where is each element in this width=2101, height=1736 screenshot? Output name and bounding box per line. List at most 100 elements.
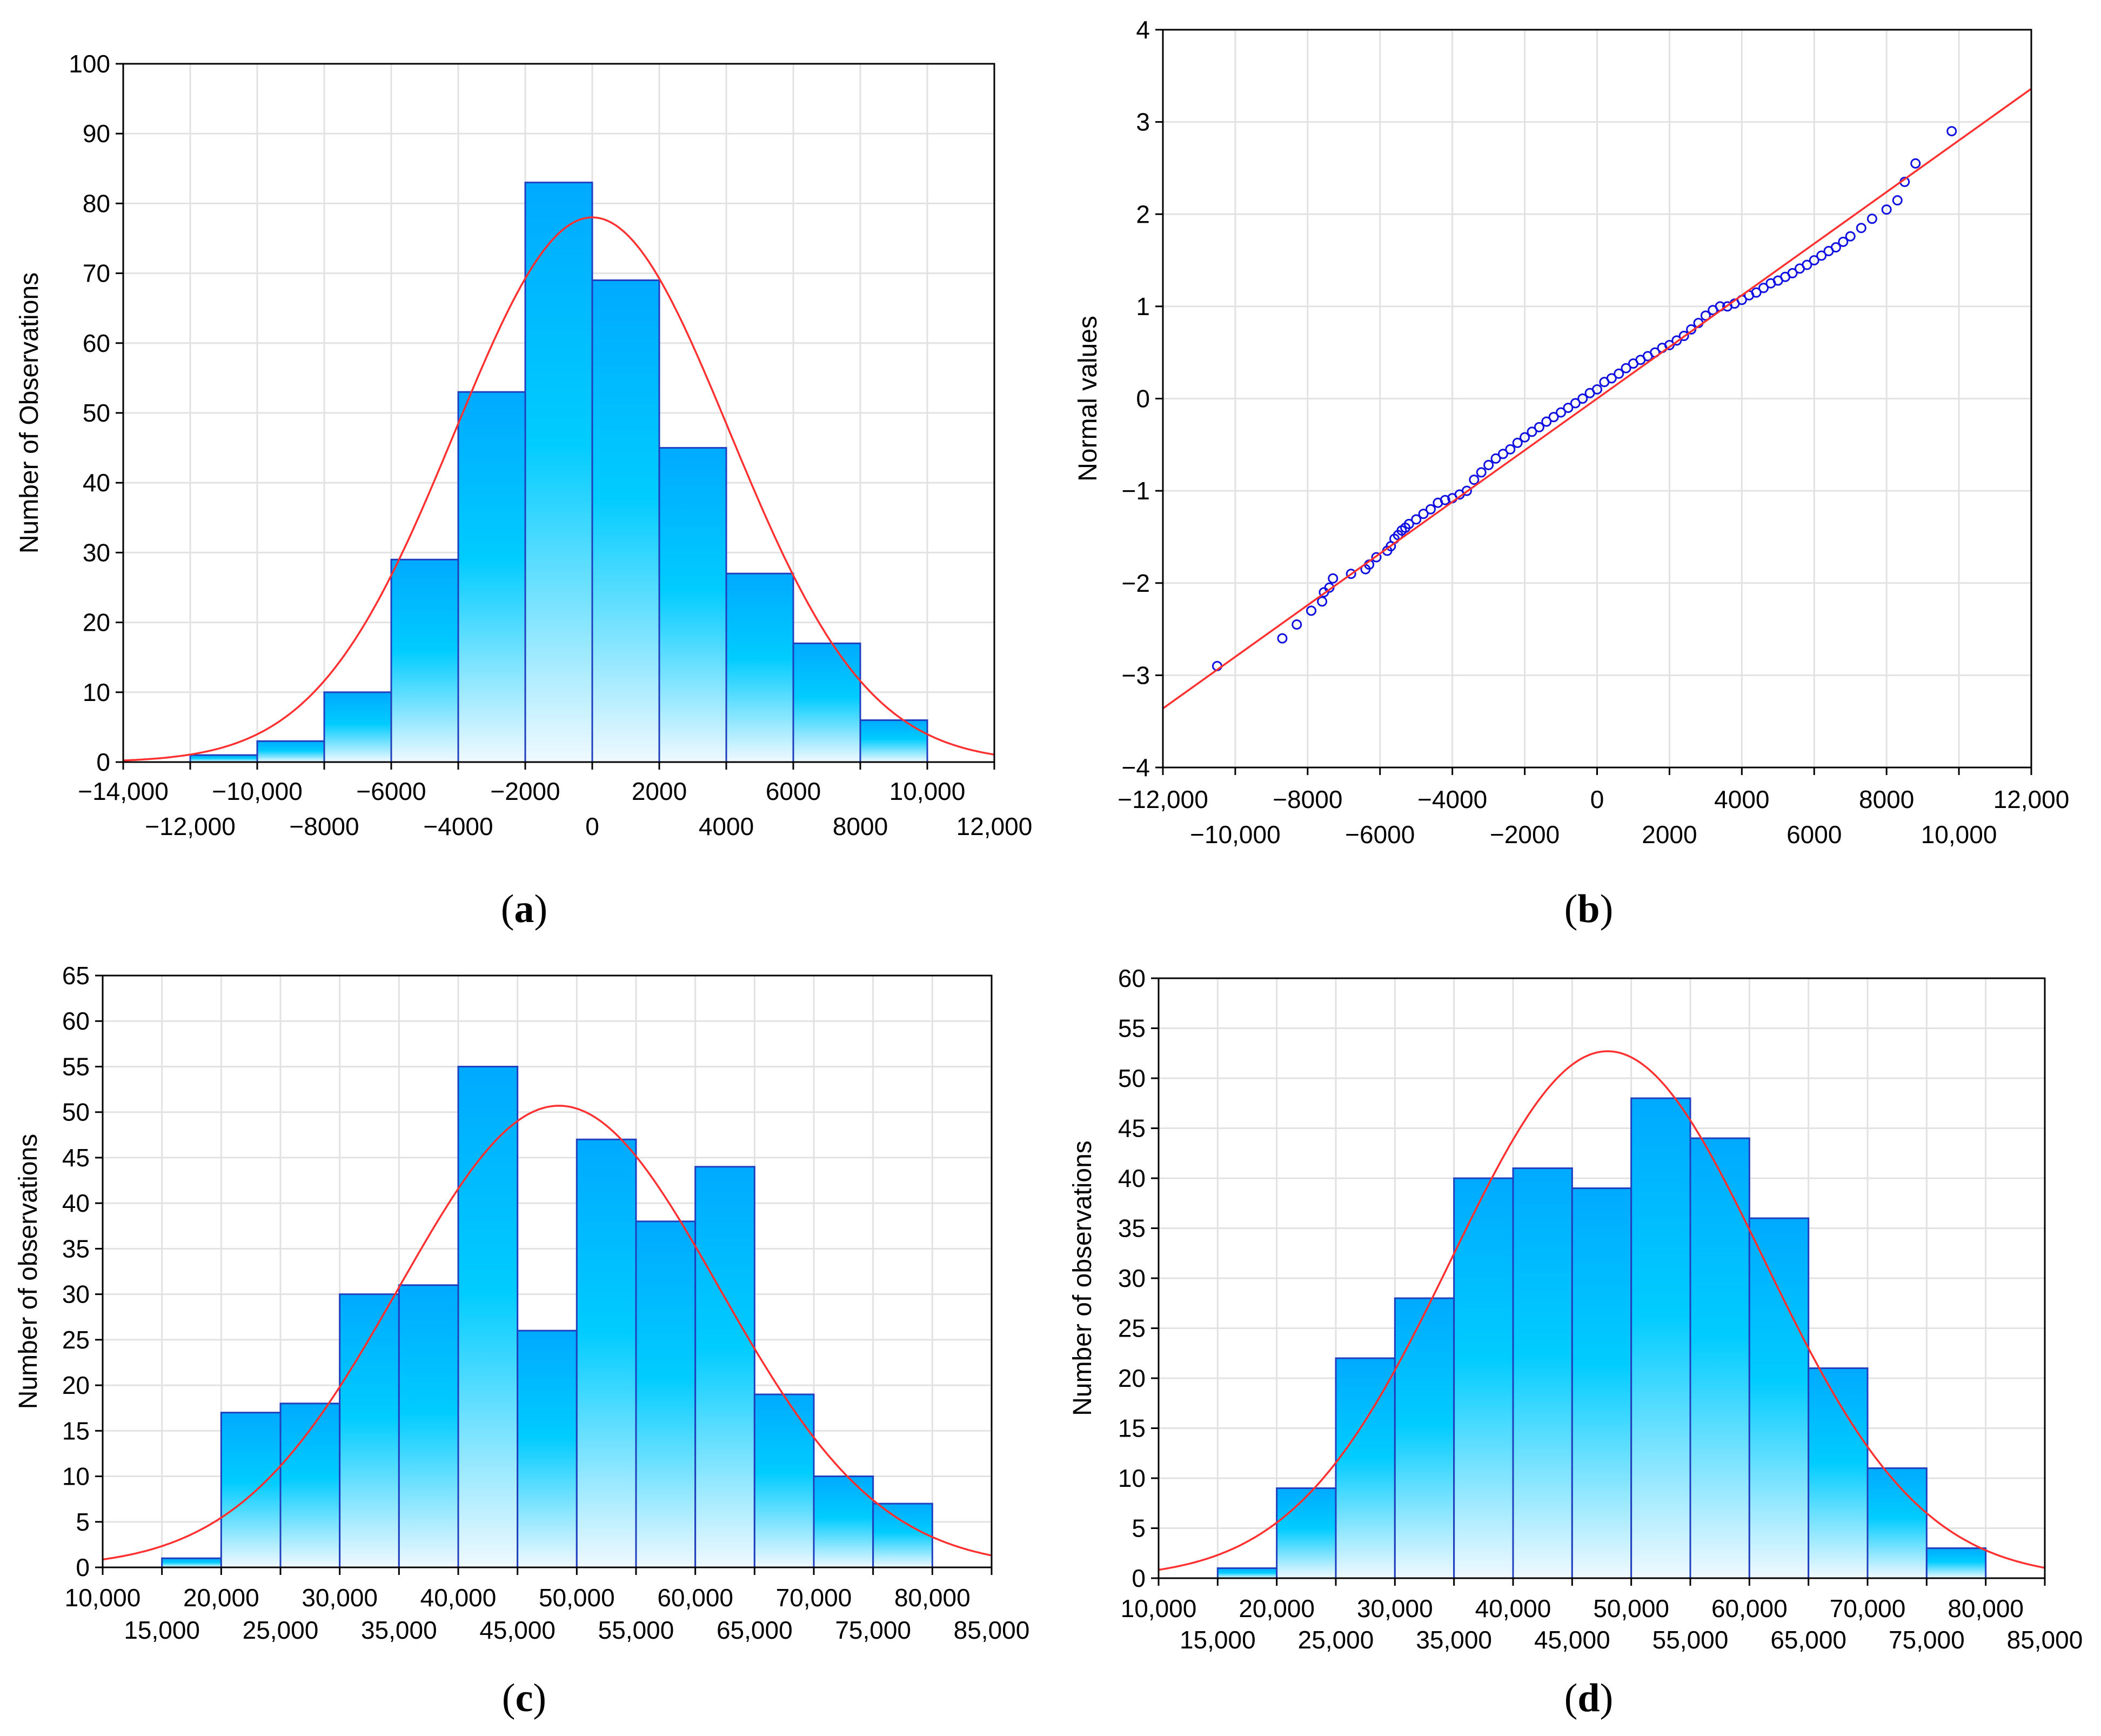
histogram-d-svg: 0 5 10 15 20 25 30 35 40 45 50 55 60 10,000 20,000 30,0…: [1068, 964, 2083, 1654]
x-tick-label-upper: 4000: [1714, 785, 1769, 813]
histogram-bar: [1276, 1487, 1337, 1579]
y-tick-label: −1: [1122, 477, 1150, 505]
data-point: [1346, 569, 1356, 579]
caption-b: (b): [1564, 887, 1614, 931]
histogram-bar: [457, 1065, 519, 1568]
x-tick-label-upper: 2000: [632, 777, 687, 805]
x-tick-label-lower: 25,000: [1298, 1626, 1374, 1654]
plot-frame: [1162, 29, 2032, 769]
histogram-bar: [1335, 1357, 1396, 1579]
data-point: [1892, 195, 1903, 206]
y-tick-label: 25: [62, 1326, 90, 1354]
histogram-bar: [813, 1475, 874, 1568]
x-tick-label-upper: 10,000: [65, 1584, 141, 1612]
data-point: [1751, 287, 1762, 298]
caption-letter-a: a: [514, 887, 534, 931]
histogram-panel-a: 0 10 20 30 40 50 60 70 80 90 100 −14,000 −10,000 −600…: [0, 0, 1050, 886]
x-tick-label-upper: −10,000: [212, 777, 303, 805]
y-tick-label: 50: [83, 399, 110, 427]
data-point: [1671, 335, 1682, 346]
x-tick-label-lower: 65,000: [717, 1616, 793, 1644]
data-point: [1838, 236, 1849, 247]
data-point: [1512, 437, 1523, 448]
data-point: [1277, 633, 1288, 644]
normal-probability-plot-panel-b: −4 −3 −2 −1 0 1 2 3 4 −12,000 −8000 −4000 0 4000 8000 1…: [1050, 0, 2101, 886]
y-tick-label: 0: [1132, 1564, 1146, 1592]
y-tick-label: 0: [1136, 385, 1150, 413]
x-tick-label-upper: 50,000: [539, 1584, 615, 1612]
data-point: [1418, 509, 1429, 519]
y-axis-title: Number of observations: [14, 1134, 43, 1410]
data-point: [1317, 596, 1328, 607]
histogram-bar: [256, 740, 325, 763]
caption-letter-d: d: [1577, 1676, 1600, 1720]
x-tick-label-lower: 85,000: [954, 1616, 1030, 1644]
y-tick-label: 15: [62, 1417, 90, 1445]
x-tick-label-lower: 15,000: [1180, 1626, 1256, 1654]
x-tick-label-upper: 10,000: [1121, 1594, 1197, 1623]
y-tick-label: 10: [1118, 1464, 1146, 1492]
data-point: [1371, 552, 1382, 563]
histogram-bar: [1512, 1167, 1573, 1579]
x-tick-label-upper: 80,000: [894, 1584, 971, 1612]
histogram-bar: [1394, 1297, 1455, 1579]
x-tick-label-upper: 30,000: [302, 1584, 378, 1612]
data-point: [1606, 373, 1617, 384]
y-tick-label: 45: [62, 1144, 90, 1172]
histogram-bar: [753, 1393, 815, 1568]
histogram-bar: [694, 1166, 755, 1568]
x-tick-label-lower: 10,000: [1921, 820, 1997, 849]
data-point: [1577, 393, 1588, 404]
data-point: [1570, 398, 1581, 409]
data-point: [1534, 422, 1544, 432]
data-point: [1910, 158, 1921, 169]
normal-fit-curve: [123, 216, 995, 762]
histogram-bar: [398, 1284, 459, 1568]
y-tick-label: 40: [1118, 1164, 1146, 1192]
reference-line: [1162, 88, 2032, 710]
data-point: [1787, 268, 1798, 278]
x-tick-label-upper: 8000: [1859, 785, 1914, 813]
x-tick-label-upper: 60,000: [1711, 1594, 1788, 1623]
data-point: [1505, 444, 1516, 455]
data-point: [1946, 126, 1957, 137]
y-tick-label: 60: [1118, 964, 1146, 992]
histogram-bar: [524, 182, 593, 763]
x-tick-label-upper: 10,000: [889, 777, 966, 805]
data-point: [1845, 231, 1856, 242]
x-tick-label-lower: −2000: [1490, 820, 1560, 849]
histogram-bar: [792, 642, 861, 763]
data-point: [1881, 204, 1892, 215]
data-point: [1403, 519, 1414, 530]
y-tick-label: 55: [1118, 1014, 1146, 1043]
x-tick-label-upper: −12,000: [1118, 785, 1208, 813]
data-point: [1541, 416, 1552, 427]
y-tick-label: 5: [1132, 1514, 1146, 1543]
y-tick-label: 20: [1118, 1364, 1146, 1392]
histogram-panel-d: 0 5 10 15 20 25 30 35 40 45 50 55 60 10,000 20,000 30,0…: [1050, 951, 2101, 1735]
histogram-bar: [591, 279, 660, 763]
y-axis-title: Number of Observations: [15, 272, 44, 553]
y-tick-label: 90: [83, 119, 110, 148]
data-point: [1809, 255, 1819, 266]
x-tick-label-lower: 6000: [1786, 820, 1842, 849]
x-tick-label-upper: 50,000: [1593, 1594, 1669, 1623]
y-tick-label: 20: [62, 1371, 90, 1399]
data-point: [1328, 573, 1339, 584]
y-tick-label: 50: [62, 1098, 90, 1126]
data-point: [1802, 259, 1812, 270]
data-point: [1614, 368, 1624, 379]
histogram-bar: [517, 1330, 578, 1568]
y-tick-label: 40: [62, 1189, 90, 1217]
y-tick-label: 60: [62, 1007, 90, 1035]
y-axis-title: Normal values: [1074, 316, 1102, 482]
y-tick-label: 30: [83, 538, 110, 566]
y-tick-label: 40: [83, 469, 110, 497]
y-tick-label: 10: [83, 678, 110, 706]
y-tick-label: 30: [62, 1280, 90, 1308]
x-tick-label-upper: 70,000: [776, 1584, 852, 1612]
x-tick-label-lower: −10,000: [1190, 820, 1281, 849]
y-tick-label: −2: [1122, 569, 1150, 597]
data-point: [1425, 504, 1436, 515]
caption-letter-c: c: [515, 1676, 533, 1720]
